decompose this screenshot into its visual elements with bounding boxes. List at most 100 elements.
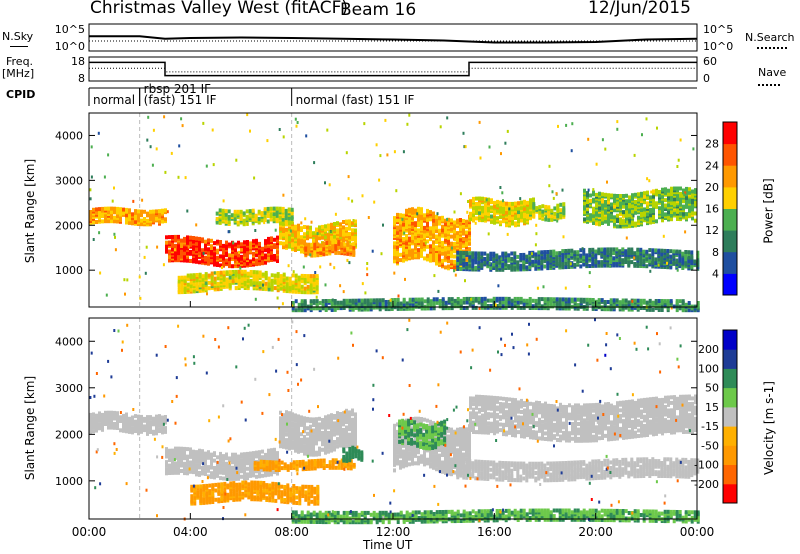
- echo-cell: [550, 208, 554, 213]
- echo-cell: [426, 297, 430, 302]
- echo-cell: [471, 296, 475, 301]
- echo-speckle: [114, 235, 116, 239]
- echo-cell: [204, 470, 207, 475]
- echo-speckle: [446, 217, 449, 221]
- echo-speckle: [649, 269, 652, 273]
- echo-speckle: [366, 262, 369, 265]
- echo-cell: [499, 209, 502, 214]
- echo-speckle: [408, 113, 411, 117]
- echo-speckle: [401, 217, 404, 221]
- echo-cell: [252, 270, 256, 275]
- echo-cell: [213, 259, 216, 263]
- echo-cell: [517, 206, 520, 211]
- echo-cell: [113, 422, 116, 426]
- echo-cell: [165, 240, 168, 245]
- echo-cell: [378, 303, 382, 308]
- echo-cell: [654, 257, 658, 262]
- echo-cell: [516, 260, 520, 265]
- echo-cell: [510, 298, 514, 303]
- echo-cell: [192, 470, 195, 475]
- echo-cell: [393, 259, 396, 264]
- echo-speckle: [451, 246, 453, 250]
- echo-cell: [239, 215, 243, 220]
- echo-cell: [219, 270, 223, 275]
- echo-cell: [567, 254, 571, 259]
- echo-cell: [198, 244, 201, 249]
- echo-speckle: [454, 273, 457, 277]
- echo-speckle: [502, 199, 504, 203]
- echo-cell: [447, 221, 450, 226]
- echo-cell: [337, 240, 341, 245]
- echo-cell: [336, 304, 340, 309]
- echo-cell: [324, 227, 327, 232]
- echo-cell: [441, 248, 444, 253]
- echo-speckle: [397, 294, 400, 298]
- echo-cell: [619, 217, 622, 222]
- echo-cell: [351, 298, 355, 303]
- echo-cell: [165, 235, 168, 240]
- echo-cell: [627, 247, 631, 252]
- echo-cell: [486, 253, 490, 258]
- echo-cell: [113, 215, 116, 220]
- echo-cell: [227, 214, 231, 219]
- echo-speckle: [677, 158, 680, 162]
- echo-cell: [667, 192, 670, 197]
- echo-cell: [514, 207, 517, 211]
- echo-cell: [483, 260, 487, 265]
- echo-cell: [471, 267, 475, 272]
- echo-cell: [519, 305, 523, 310]
- echo-cell: [246, 472, 249, 477]
- echo-cell: [336, 300, 340, 305]
- echo-cell: [177, 279, 181, 284]
- echo-cell: [465, 230, 468, 235]
- echo-cell: [101, 412, 104, 417]
- echo-cell: [654, 299, 658, 303]
- echo-cell: [513, 267, 517, 272]
- echo-cell: [402, 297, 406, 302]
- echo-cell: [678, 258, 682, 263]
- echo-cell: [180, 238, 183, 243]
- echo-cell: [333, 445, 336, 450]
- echo-cell: [152, 429, 155, 434]
- echo-cell: [688, 187, 691, 192]
- echo-cell: [696, 250, 700, 255]
- echo-speckle: [97, 131, 100, 135]
- echo-speckle: [436, 212, 439, 216]
- echo-cell: [339, 222, 342, 227]
- echo-cell: [119, 207, 122, 212]
- echo-cell: [279, 277, 283, 282]
- echo-cell: [198, 247, 201, 252]
- echo-cell: [522, 260, 526, 265]
- echo-speckle: [380, 252, 383, 256]
- echo-cell: [195, 241, 198, 246]
- echo-cell: [444, 300, 448, 305]
- echo-speckle: [149, 145, 152, 149]
- echo-cell: [465, 251, 469, 256]
- echo-cell: [396, 301, 400, 306]
- echo-cell: [618, 300, 622, 305]
- echo-cell: [319, 247, 323, 252]
- echo-cell: [426, 208, 429, 213]
- echo-cell: [576, 297, 580, 302]
- echo-cell: [116, 411, 119, 416]
- echo-cell: [183, 236, 186, 241]
- echo-speckle: [617, 250, 620, 254]
- echo-cell: [652, 198, 655, 203]
- echo-speckle: [556, 219, 559, 223]
- echo-cell: [567, 297, 571, 302]
- echo-cell: [272, 212, 276, 216]
- echo-cell: [327, 449, 330, 454]
- echo-speckle: [141, 198, 144, 202]
- echo-cell: [516, 296, 520, 301]
- echo-cell: [478, 216, 481, 221]
- echo-speckle: [156, 245, 159, 249]
- echo-cell: [541, 209, 545, 214]
- echo-speckle: [393, 150, 396, 154]
- echo-cell: [177, 234, 180, 239]
- echo-cell: [447, 239, 450, 244]
- echo-cell: [155, 418, 158, 423]
- echo-cell: [592, 217, 595, 222]
- echo-speckle: [347, 175, 350, 179]
- echo-cell: [576, 250, 580, 255]
